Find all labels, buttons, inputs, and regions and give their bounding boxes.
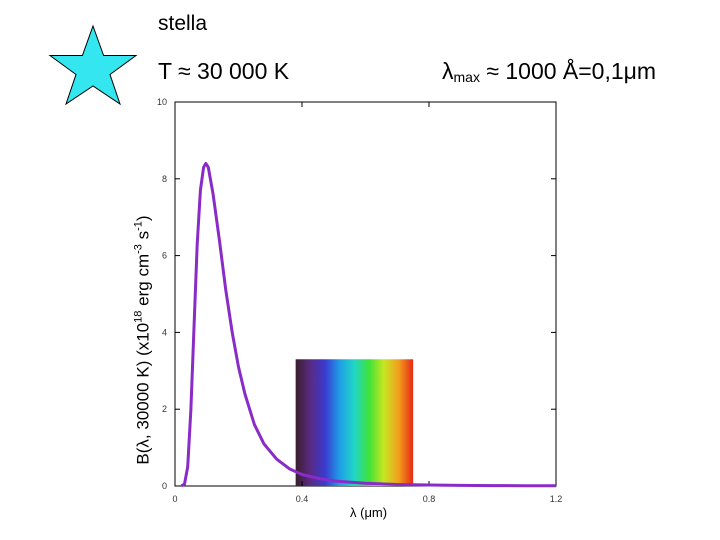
visible-spectrum-band xyxy=(295,359,414,486)
y-tick-label: 4 xyxy=(162,327,167,337)
page-title: stella xyxy=(158,12,208,35)
y-axis-label: B(λ, 30000 K) (x1018 erg cm-3 s-1) xyxy=(132,215,153,465)
x-tick-label: 0 xyxy=(172,494,177,504)
lambda-max-subscript: max xyxy=(453,69,480,85)
lambda-max-value: ≈ 1000 Å=0,1μm xyxy=(479,58,657,84)
series-line xyxy=(180,161,557,488)
y-tick-label: 6 xyxy=(162,251,167,261)
y-tick-label: 0 xyxy=(162,481,167,491)
x-tick-label: 0.4 xyxy=(296,494,309,504)
lambda-symbol: λ xyxy=(442,58,454,84)
y-tick-label: 2 xyxy=(162,404,167,414)
x-tick-label: 0.8 xyxy=(423,494,436,504)
x-tick-label: 1.2 xyxy=(550,494,563,504)
temperature-label: T ≈ 30 000 K xyxy=(158,58,290,84)
star-icon xyxy=(48,24,138,106)
lambda-max-label: λmax ≈ 1000 Å=0,1μm xyxy=(442,58,656,85)
y-tick-label: 10 xyxy=(157,97,167,107)
x-axis-label: λ (μm) xyxy=(350,505,388,520)
y-tick-label: 8 xyxy=(162,174,167,184)
